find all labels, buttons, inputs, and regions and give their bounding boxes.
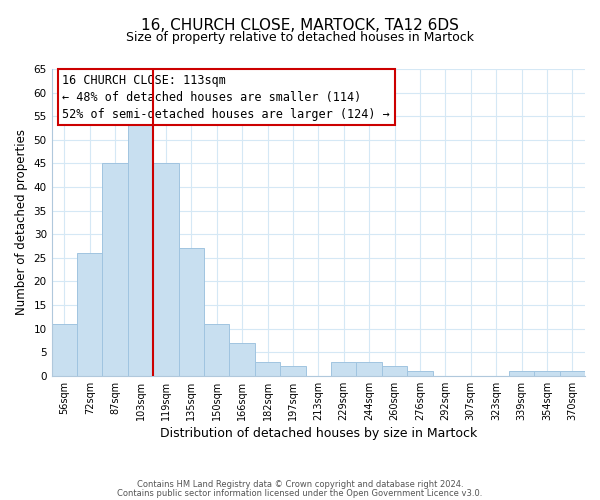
Bar xyxy=(509,371,534,376)
Text: 16, CHURCH CLOSE, MARTOCK, TA12 6DS: 16, CHURCH CLOSE, MARTOCK, TA12 6DS xyxy=(141,18,459,32)
Bar xyxy=(128,121,153,376)
X-axis label: Distribution of detached houses by size in Martock: Distribution of detached houses by size … xyxy=(160,427,477,440)
Bar xyxy=(52,324,77,376)
Bar xyxy=(382,366,407,376)
Bar xyxy=(204,324,229,376)
Y-axis label: Number of detached properties: Number of detached properties xyxy=(15,130,28,316)
Bar xyxy=(153,164,179,376)
Bar xyxy=(356,362,382,376)
Bar xyxy=(229,343,255,376)
Text: 16 CHURCH CLOSE: 113sqm
← 48% of detached houses are smaller (114)
52% of semi-d: 16 CHURCH CLOSE: 113sqm ← 48% of detache… xyxy=(62,74,390,120)
Text: Size of property relative to detached houses in Martock: Size of property relative to detached ho… xyxy=(126,31,474,44)
Text: Contains public sector information licensed under the Open Government Licence v3: Contains public sector information licen… xyxy=(118,489,482,498)
Bar xyxy=(331,362,356,376)
Bar xyxy=(560,371,585,376)
Bar xyxy=(255,362,280,376)
Bar xyxy=(103,164,128,376)
Bar xyxy=(179,248,204,376)
Bar xyxy=(534,371,560,376)
Text: Contains HM Land Registry data © Crown copyright and database right 2024.: Contains HM Land Registry data © Crown c… xyxy=(137,480,463,489)
Bar xyxy=(77,253,103,376)
Bar xyxy=(280,366,305,376)
Bar xyxy=(407,371,433,376)
